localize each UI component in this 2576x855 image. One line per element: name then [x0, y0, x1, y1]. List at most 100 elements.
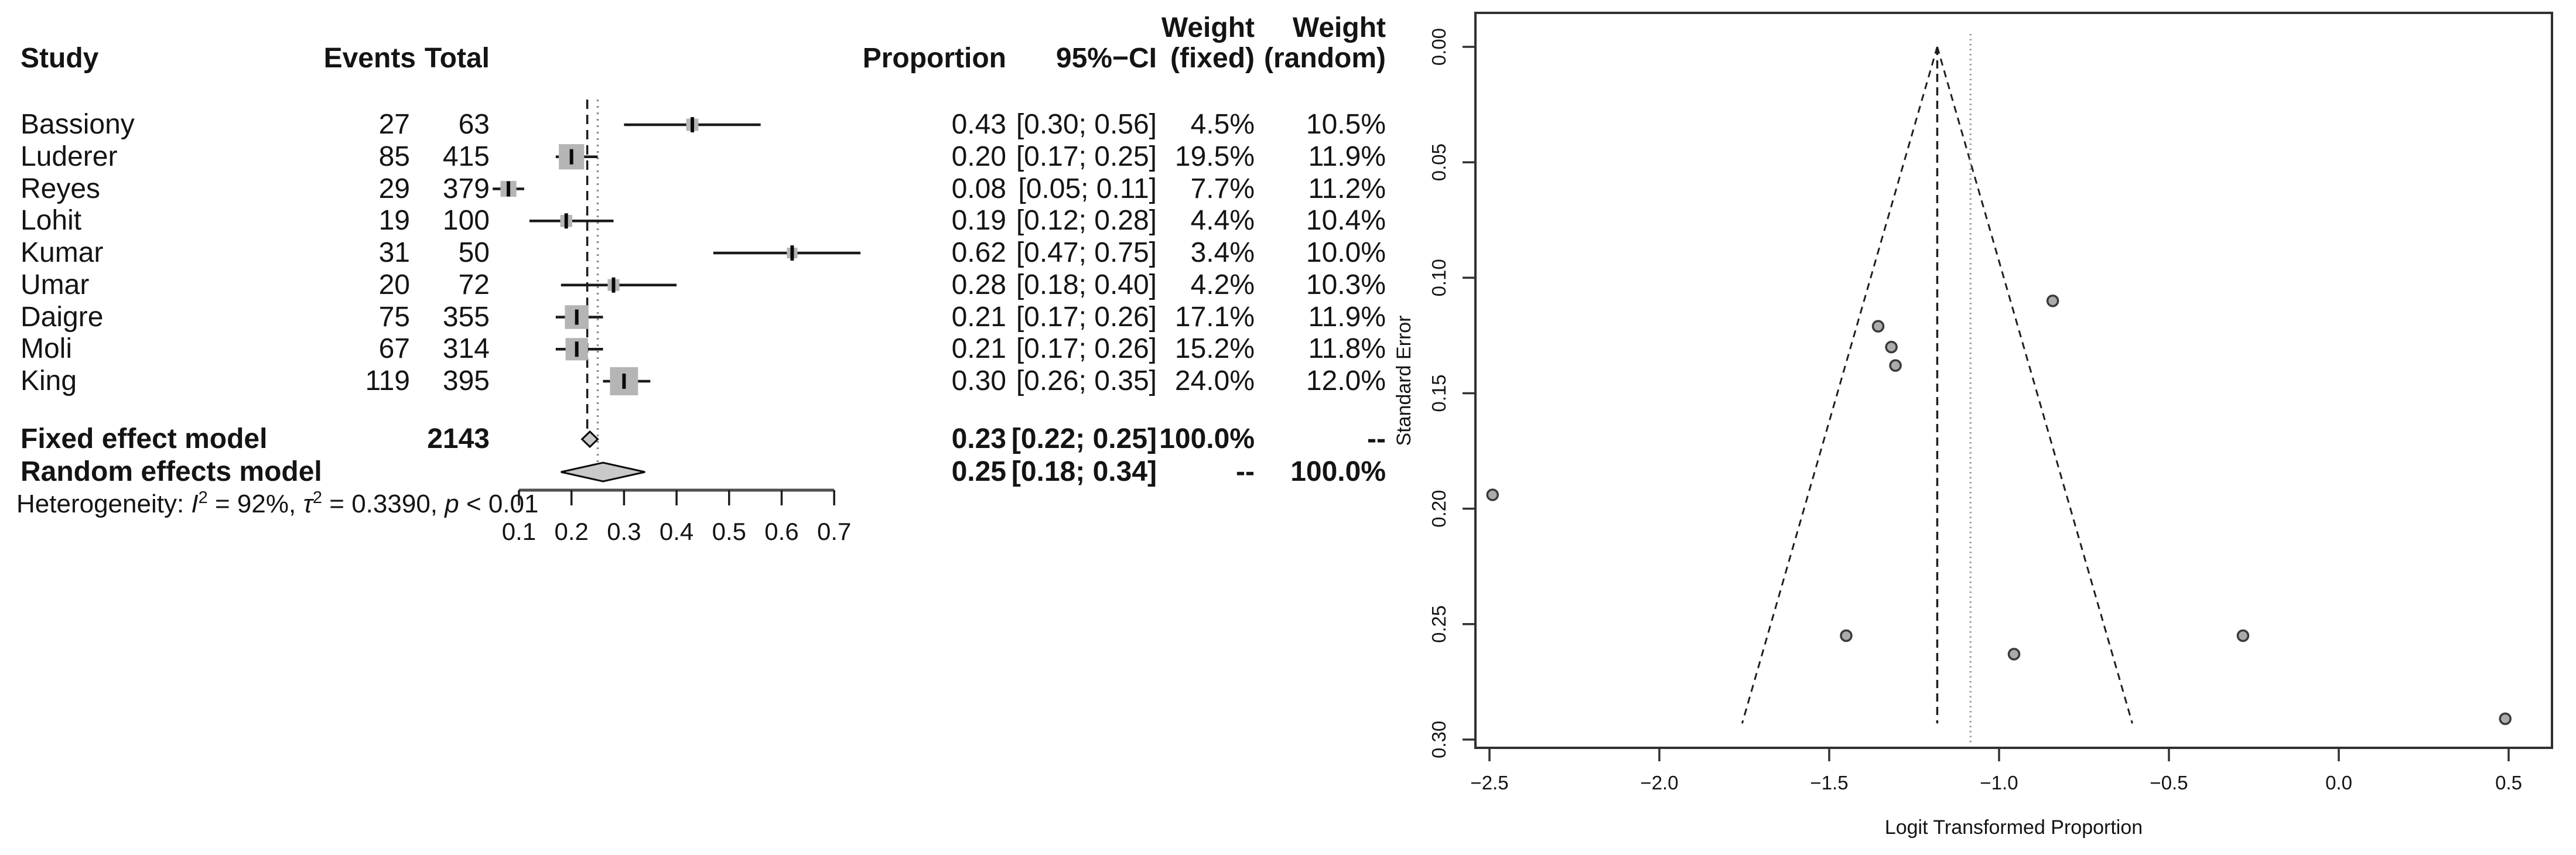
funnel-x-tick-label: −2.5 — [1470, 772, 1508, 794]
cell-weight_random: 10.3% — [1306, 269, 1386, 300]
cell-weight_fixed: 24.0% — [1174, 365, 1255, 396]
cell-study-name: Daigre — [21, 301, 104, 333]
cell-events: 85 — [378, 141, 410, 172]
cell-total: 72 — [458, 269, 490, 300]
cell-events: 27 — [378, 109, 410, 140]
column-header-weight-fixed-line2: (fixed) — [1170, 43, 1255, 74]
cell-fixed-model-label: Fixed effect model — [21, 423, 268, 454]
effect-point-tick — [575, 341, 579, 357]
cell-events: 119 — [365, 365, 410, 396]
cell-fixed-weight_random: -- — [1367, 423, 1386, 454]
funnel-y-tick-label: 0.15 — [1428, 374, 1450, 412]
effect-point-tick — [507, 181, 511, 197]
funnel-y-axis-title: Standard Error — [1393, 316, 1415, 446]
heterogeneity-segment: < 0.01 — [459, 490, 539, 518]
cell-proportion: 0.28 — [951, 269, 1006, 300]
forest-axis-tick-label: 0.6 — [764, 518, 798, 545]
heterogeneity-segment: 2 — [312, 488, 323, 508]
funnel-point — [2007, 648, 2021, 661]
forest-axis-tick-label: 0.4 — [660, 518, 693, 545]
column-header-total: Total — [424, 43, 490, 74]
funnel-x-tick-label: −0.5 — [2150, 772, 2188, 794]
cell-events: 75 — [378, 301, 410, 333]
cell-proportion: 0.62 — [951, 237, 1006, 268]
cell-weight_fixed: 17.1% — [1174, 301, 1255, 333]
funnel-plot: 0.00 0.05 0.10 0.15 0.20 0.25 0.30 −2.5 −2.0 −1.5… — [1428, 12, 2553, 794]
funnel-point — [1486, 488, 1499, 501]
cell-study-name: Kumar — [21, 237, 104, 268]
heterogeneity-segment: Heterogeneity: — [16, 490, 192, 518]
cell-total: 314 — [442, 333, 490, 365]
cell-proportion: 0.43 — [951, 109, 1006, 140]
cell-study-name: Bassiony — [21, 109, 135, 140]
funnel-y-tick-label: 0.30 — [1428, 721, 1450, 758]
cell-random-proportion: 0.25 — [951, 456, 1006, 487]
column-header-proportion: Proportion — [862, 43, 1006, 74]
heterogeneity-segment: 2 — [198, 488, 208, 508]
cell-ci: [0.47; 0.75] — [1016, 237, 1157, 268]
funnel-x-tick-label: 0.0 — [2325, 772, 2352, 794]
cell-ci: [0.17; 0.26] — [1016, 333, 1157, 365]
forest-axis-tick-label: 0.3 — [607, 518, 641, 545]
cell-total: 415 — [442, 141, 490, 172]
cell-study-name: Reyes — [21, 173, 101, 204]
forest-axis-tick-label: 0.7 — [817, 518, 851, 545]
effect-point-tick — [790, 245, 794, 261]
cell-ci: [0.17; 0.26] — [1016, 301, 1157, 333]
cell-events: 19 — [378, 205, 410, 237]
heterogeneity-segment: τ — [303, 490, 313, 518]
cell-weight_fixed: 4.2% — [1190, 269, 1255, 300]
column-header-events: Events — [323, 43, 416, 74]
funnel-x-tick-label: −1.5 — [1810, 772, 1848, 794]
effect-point-tick — [564, 213, 568, 229]
cell-random-ci: [0.18; 0.34] — [1011, 456, 1157, 487]
cell-weight_random: 11.2% — [1308, 173, 1386, 204]
heterogeneity-segment: I — [191, 490, 199, 518]
funnel-point — [1871, 320, 1885, 333]
funnel-y-tick-label: 0.10 — [1428, 259, 1450, 296]
cell-ci: [0.05; 0.11] — [1018, 173, 1157, 204]
funnel-x-tick-label: −1.0 — [1980, 772, 2018, 794]
cell-weight_random: 10.5% — [1306, 109, 1386, 140]
cell-proportion: 0.21 — [951, 301, 1006, 333]
column-header-weight-random-line1: Weight — [1292, 12, 1386, 43]
cell-total: 379 — [442, 173, 490, 204]
funnel-y-tick-label: 0.20 — [1428, 490, 1450, 527]
cell-fixed-proportion: 0.23 — [951, 423, 1006, 454]
cell-ci: [0.18; 0.40] — [1016, 269, 1157, 300]
cell-study-name: Umar — [21, 269, 90, 300]
funnel-x-tick-label: −2.0 — [1640, 772, 1678, 794]
funnel-y-tick-label: 0.05 — [1428, 143, 1450, 181]
cell-total: 100 — [442, 205, 490, 237]
cell-weight_fixed: 15.2% — [1174, 333, 1255, 365]
funnel-x-tick-label: 0.5 — [2495, 772, 2522, 794]
funnel-y-tick-label: 0.00 — [1428, 28, 1450, 66]
cell-weight_random: 11.9% — [1308, 141, 1386, 172]
cell-total: 2143 — [427, 423, 490, 454]
funnel-frame — [1474, 12, 2553, 749]
cell-random-weight_random: 100.0% — [1290, 456, 1386, 487]
funnel-point — [2236, 629, 2250, 642]
funnel-point — [1885, 340, 1898, 354]
cell-proportion: 0.30 — [951, 365, 1006, 396]
cell-weight_random: 11.9% — [1308, 301, 1386, 333]
cell-ci: [0.12; 0.28] — [1016, 205, 1157, 237]
cell-ci: [0.26; 0.35] — [1016, 365, 1157, 396]
cell-events: 31 — [378, 237, 410, 268]
cell-weight_random: 12.0% — [1306, 365, 1386, 396]
forest-axis-tick-label: 0.1 — [502, 518, 536, 545]
cell-weight_fixed: 4.4% — [1190, 205, 1255, 237]
column-header-weight-fixed-line1: Weight — [1161, 12, 1255, 43]
effect-point-tick — [569, 149, 573, 165]
cell-ci: [0.17; 0.25] — [1016, 141, 1157, 172]
cell-total: 355 — [442, 301, 490, 333]
cell-proportion: 0.20 — [951, 141, 1006, 172]
cell-weight_random: 10.0% — [1306, 237, 1386, 268]
cell-proportion: 0.21 — [951, 333, 1006, 365]
funnel-point — [2499, 712, 2512, 726]
cell-study-name: Moli — [21, 333, 73, 365]
cell-weight_fixed: 3.4% — [1190, 237, 1255, 268]
heterogeneity-segment: p — [445, 490, 459, 518]
